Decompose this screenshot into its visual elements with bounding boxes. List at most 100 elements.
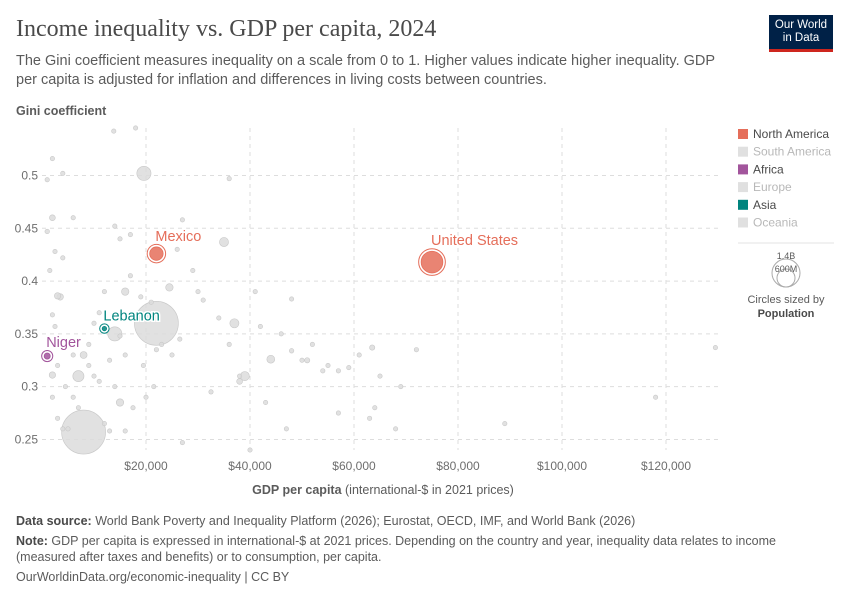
country-point[interactable] <box>86 341 92 347</box>
country-point[interactable] <box>299 357 305 363</box>
country-point[interactable] <box>169 352 175 358</box>
country-point[interactable] <box>54 292 62 300</box>
country-point[interactable] <box>49 312 55 318</box>
country-point[interactable] <box>377 373 383 379</box>
country-point[interactable] <box>91 320 97 326</box>
country-point[interactable] <box>101 289 107 295</box>
country-point[interactable] <box>60 255 66 261</box>
country-point[interactable] <box>127 273 133 279</box>
country-point[interactable] <box>195 289 201 295</box>
country-point[interactable] <box>111 128 117 134</box>
country-point[interactable] <box>55 415 61 421</box>
legend-item[interactable]: Europe <box>753 180 792 194</box>
country-point[interactable] <box>49 156 55 162</box>
country-point[interactable] <box>122 352 128 358</box>
country-point[interactable] <box>325 363 331 369</box>
country-point[interactable] <box>117 333 123 339</box>
country-point[interactable] <box>70 394 76 400</box>
country-point[interactable] <box>413 347 419 353</box>
country-point[interactable] <box>226 176 232 182</box>
country-point[interactable] <box>48 371 56 379</box>
country-point[interactable] <box>393 426 399 432</box>
country-point[interactable] <box>70 352 76 358</box>
country-point[interactable] <box>75 405 81 411</box>
country-point[interactable] <box>369 344 376 351</box>
country-point[interactable] <box>143 394 149 400</box>
country-point[interactable] <box>47 268 53 274</box>
country-point[interactable] <box>159 341 165 347</box>
country-point[interactable] <box>130 405 136 411</box>
country-point[interactable] <box>61 409 106 455</box>
country-point[interactable] <box>200 297 206 303</box>
country-point[interactable] <box>177 336 183 342</box>
country-point[interactable] <box>236 378 243 385</box>
legend-item[interactable]: North America <box>753 127 829 141</box>
country-point[interactable] <box>107 357 113 363</box>
country-point[interactable] <box>367 415 373 421</box>
country-point[interactable] <box>140 363 146 369</box>
country-point[interactable] <box>112 384 118 390</box>
country-point[interactable] <box>398 384 404 390</box>
country-point[interactable] <box>219 237 229 247</box>
country-point[interactable] <box>372 405 378 411</box>
country-point[interactable] <box>65 426 71 432</box>
country-point[interactable] <box>335 410 341 416</box>
legend-item[interactable]: South America <box>753 145 831 159</box>
country-point[interactable] <box>304 357 311 364</box>
country-point[interactable] <box>62 384 68 390</box>
country-point[interactable] <box>289 348 295 354</box>
country-point[interactable] <box>122 428 128 434</box>
country-point[interactable] <box>153 347 159 353</box>
country-point[interactable] <box>115 398 125 407</box>
country-point[interactable] <box>60 426 66 432</box>
legend-item[interactable]: Asia <box>753 198 777 212</box>
country-point[interactable] <box>52 323 58 329</box>
highlighted-point[interactable] <box>420 250 444 274</box>
country-point[interactable] <box>112 223 118 229</box>
highlighted-point[interactable] <box>101 325 108 332</box>
country-point[interactable] <box>346 365 352 371</box>
country-point[interactable] <box>309 341 315 347</box>
highlighted-point[interactable] <box>43 352 51 360</box>
country-point[interactable] <box>278 331 284 337</box>
country-point[interactable] <box>289 296 295 302</box>
country-point[interactable] <box>55 363 61 369</box>
country-point[interactable] <box>60 170 66 176</box>
country-point[interactable] <box>257 323 263 329</box>
legend-item[interactable]: Oceania <box>753 216 798 230</box>
country-point[interactable] <box>502 421 508 427</box>
country-point[interactable] <box>179 440 185 446</box>
country-point[interactable] <box>226 341 232 347</box>
country-point[interactable] <box>107 428 113 434</box>
country-point[interactable] <box>49 394 55 400</box>
country-point[interactable] <box>101 421 107 427</box>
country-point[interactable] <box>44 177 50 183</box>
country-point[interactable] <box>266 354 276 364</box>
country-point[interactable] <box>91 373 97 379</box>
country-point[interactable] <box>237 373 243 379</box>
country-point[interactable] <box>356 352 362 358</box>
country-point[interactable] <box>121 287 130 296</box>
country-point[interactable] <box>138 294 144 300</box>
country-point[interactable] <box>44 228 50 235</box>
country-point[interactable] <box>79 351 88 359</box>
country-point[interactable] <box>72 370 85 382</box>
country-point[interactable] <box>49 214 56 221</box>
country-point[interactable] <box>86 363 92 369</box>
country-point[interactable] <box>190 268 196 274</box>
country-point[interactable] <box>179 217 185 223</box>
country-point[interactable] <box>96 310 102 316</box>
country-point[interactable] <box>653 394 659 400</box>
country-point[interactable] <box>335 368 341 374</box>
country-point[interactable] <box>136 166 152 181</box>
country-point[interactable] <box>712 345 718 351</box>
country-point[interactable] <box>263 399 269 405</box>
country-point[interactable] <box>208 389 214 395</box>
country-point[interactable] <box>229 318 240 329</box>
country-point[interactable] <box>52 249 58 255</box>
country-point[interactable] <box>70 215 76 221</box>
country-point[interactable] <box>320 368 326 374</box>
country-point[interactable] <box>148 299 154 305</box>
country-point[interactable] <box>165 283 174 292</box>
country-point[interactable] <box>117 236 123 242</box>
